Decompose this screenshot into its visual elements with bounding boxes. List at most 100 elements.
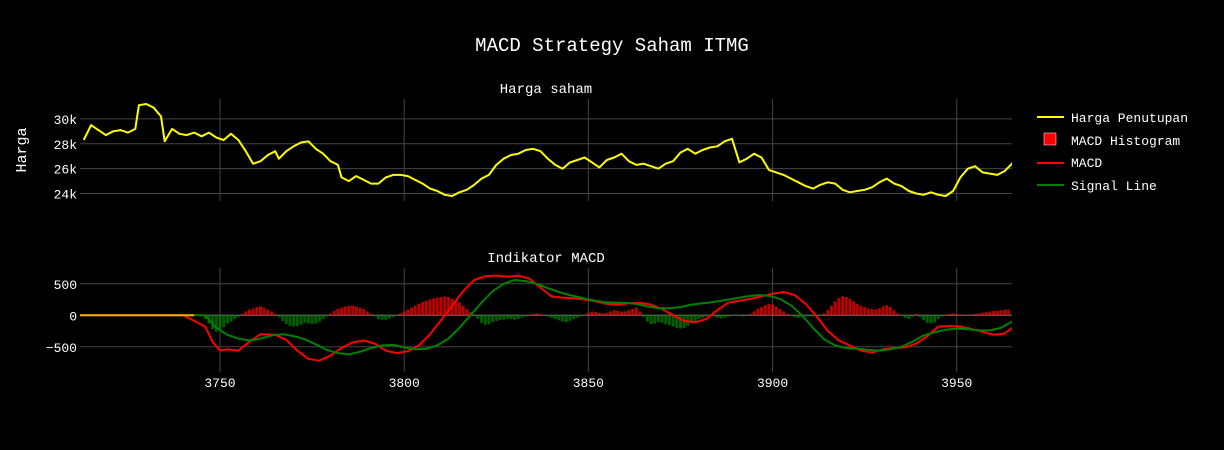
histogram-bar xyxy=(494,315,498,321)
histogram-bar xyxy=(885,305,889,316)
histogram-bar xyxy=(782,311,786,316)
histogram-bar xyxy=(332,310,336,316)
histogram-bar xyxy=(620,311,623,316)
y-tick-label: 28k xyxy=(54,138,78,153)
histogram-bar xyxy=(900,315,903,316)
histogram-bar xyxy=(406,309,410,316)
histogram-bar xyxy=(561,315,565,322)
histogram-bar xyxy=(701,315,705,318)
legend-label: Signal Line xyxy=(1071,179,1157,194)
histogram-bar xyxy=(365,311,369,316)
histogram-bar xyxy=(590,311,594,316)
histogram-bar xyxy=(785,314,789,316)
histogram-bar xyxy=(222,315,226,328)
histogram-bar xyxy=(704,315,708,317)
x-tick-label: 3900 xyxy=(757,376,788,391)
y-tick-label: 0 xyxy=(69,309,77,324)
legend-item-signal-line[interactable]: Signal Line xyxy=(1037,179,1157,194)
macd-panel-subtitle: Indikator MACD xyxy=(487,251,605,267)
histogram-bar xyxy=(638,311,642,316)
y-tick-label: 500 xyxy=(54,278,77,293)
histogram-bar xyxy=(947,314,951,316)
histogram-bar xyxy=(944,314,948,316)
histogram-bar xyxy=(877,308,881,316)
histogram-bar xyxy=(922,315,926,321)
histogram-bar xyxy=(380,315,384,320)
histogram-bar xyxy=(325,315,329,317)
histogram-bar xyxy=(402,311,406,316)
histogram-bar xyxy=(410,307,414,316)
x-tick-label: 3850 xyxy=(573,376,604,391)
histogram-bar xyxy=(597,312,601,316)
y-tick-label: 24k xyxy=(54,188,78,203)
histogram-bar xyxy=(354,306,358,316)
histogram-bar xyxy=(417,303,421,316)
histogram-bar xyxy=(752,311,756,316)
x-tick-label: 3950 xyxy=(941,376,972,391)
histogram-bar xyxy=(826,310,830,316)
histogram-bar xyxy=(487,315,491,325)
histogram-bar xyxy=(874,309,878,316)
histogram-bar xyxy=(892,310,896,316)
histogram-bar xyxy=(888,307,892,316)
histogram-bar xyxy=(572,315,576,320)
histogram-bar xyxy=(546,315,550,317)
histogram-bar xyxy=(999,310,1003,316)
histogram-bar xyxy=(970,314,973,316)
histogram-bar xyxy=(387,315,391,319)
histogram-bar xyxy=(435,297,439,316)
chart-title: MACD Strategy Saham ITMG xyxy=(475,35,749,57)
histogram-bar xyxy=(424,300,428,316)
histogram-bar xyxy=(933,315,937,323)
legend-item-macd[interactable]: MACD xyxy=(1037,156,1102,171)
histogram-bar xyxy=(631,308,635,316)
histogram-bar xyxy=(498,315,502,321)
histogram-bar xyxy=(771,304,775,316)
histogram-bar xyxy=(295,315,299,326)
histogram-bar xyxy=(539,314,542,316)
histogram-bar xyxy=(793,315,797,318)
histogram-bar xyxy=(457,302,461,316)
y-tick-label: 26k xyxy=(54,163,78,178)
histogram-bar xyxy=(476,315,480,320)
histogram-bar xyxy=(218,315,222,330)
legend-item-macd-histogram[interactable]: MACD Histogram xyxy=(1043,132,1180,149)
histogram-bar xyxy=(214,315,218,332)
histogram-bar xyxy=(520,315,524,318)
histogram-bar xyxy=(804,315,808,317)
histogram-bar xyxy=(844,296,848,316)
histogram-bar xyxy=(314,315,318,324)
histogram-bar xyxy=(579,315,583,317)
histogram-bar xyxy=(833,301,837,316)
histogram-bar xyxy=(446,296,450,316)
legend: Harga Penutupan MACD Histogram MACD Sign… xyxy=(1037,111,1188,194)
histogram-bar xyxy=(914,314,918,316)
histogram-bar xyxy=(376,315,380,320)
histogram-bar xyxy=(240,314,244,316)
histogram-bar xyxy=(715,315,719,318)
histogram-bar xyxy=(421,302,425,316)
histogram-bar xyxy=(653,315,657,324)
histogram-bar xyxy=(741,315,745,317)
histogram-bar xyxy=(505,315,509,320)
histogram-bar xyxy=(317,315,321,322)
histogram-bar xyxy=(763,305,767,316)
legend-item-harga-penutupan[interactable]: Harga Penutupan xyxy=(1037,111,1188,126)
histogram-bar xyxy=(399,313,402,316)
histogram-bar xyxy=(907,315,911,320)
histogram-bar xyxy=(369,314,373,316)
histogram-bar xyxy=(656,315,660,323)
histogram-bar xyxy=(767,303,771,316)
histogram-bar xyxy=(984,312,988,316)
histogram-bar xyxy=(277,315,281,318)
histogram-bar xyxy=(203,315,207,320)
histogram-bar xyxy=(608,311,612,316)
histogram-bar xyxy=(903,315,907,318)
histogram-bar xyxy=(594,312,598,316)
histogram-bar xyxy=(557,315,561,321)
histogram-bar xyxy=(690,315,693,324)
macd-panel: 3750 3800 3850 3900 3950 −500 0 500 xyxy=(46,268,1012,391)
histogram-bar xyxy=(491,315,495,323)
histogram-bar xyxy=(671,315,675,327)
histogram-bar xyxy=(428,299,432,316)
